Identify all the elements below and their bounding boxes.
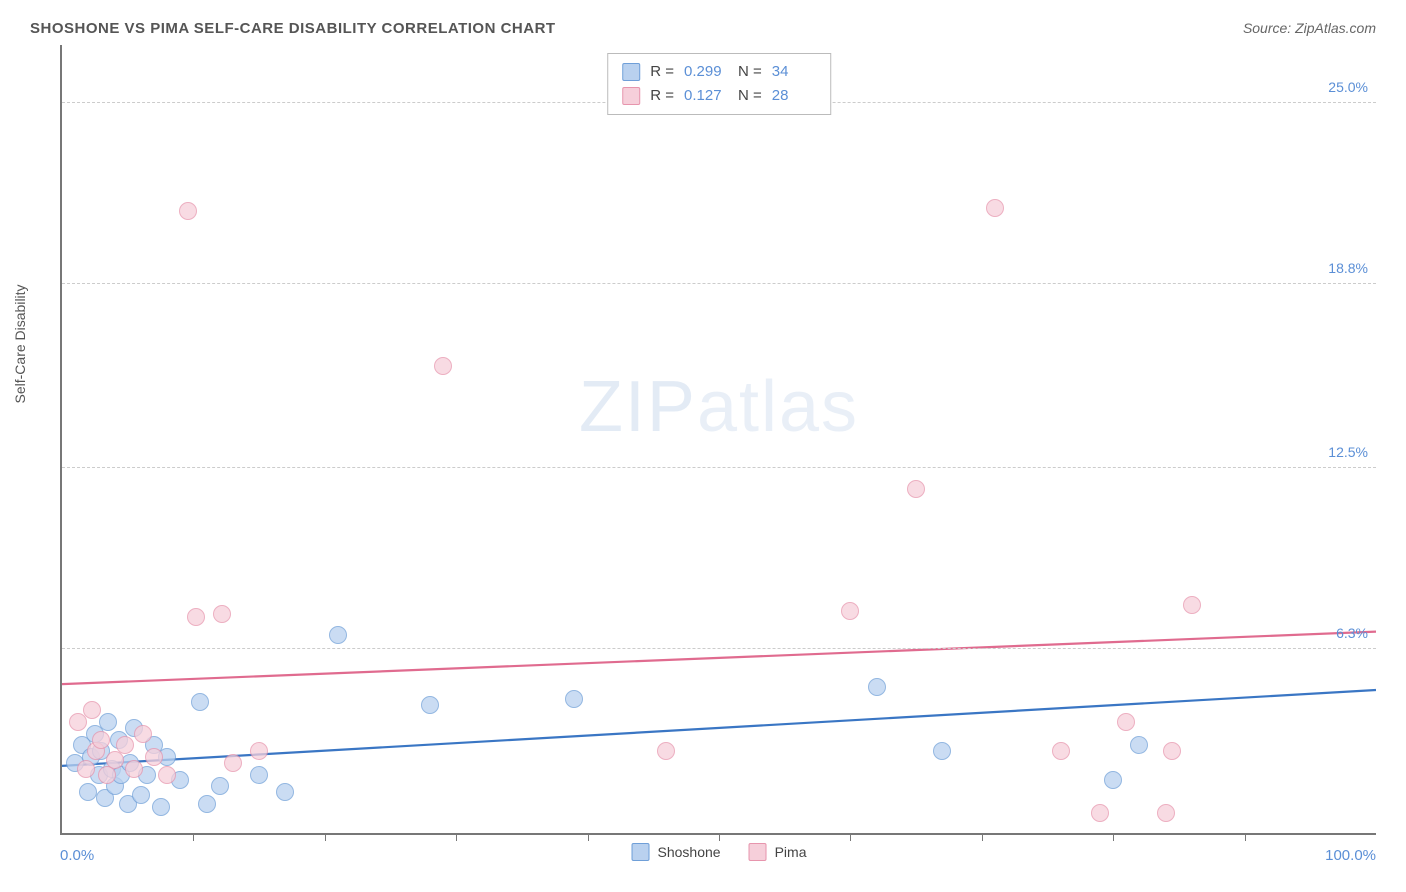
x-tick	[1113, 833, 1114, 841]
trend-line	[62, 632, 1376, 685]
y-axis-label: Self-Care Disability	[12, 284, 28, 403]
data-point	[198, 795, 216, 813]
data-point	[83, 701, 101, 719]
data-point	[179, 202, 197, 220]
data-point	[116, 736, 134, 754]
data-point	[1091, 804, 1109, 822]
data-point	[158, 766, 176, 784]
x-max-label: 100.0%	[1325, 847, 1376, 864]
data-point	[907, 480, 925, 498]
data-point	[211, 777, 229, 795]
data-point	[132, 786, 150, 804]
trend-lines	[62, 45, 1376, 833]
data-point	[1052, 742, 1070, 760]
y-tick-label: 25.0%	[1328, 79, 1368, 95]
data-point	[841, 602, 859, 620]
data-point	[868, 678, 886, 696]
data-point	[191, 693, 209, 711]
y-tick-label: 6.3%	[1336, 625, 1368, 641]
data-point	[1104, 771, 1122, 789]
data-point	[134, 725, 152, 743]
legend-item: Shoshone	[632, 843, 721, 861]
stat-n-value: 34	[772, 60, 816, 84]
legend-label: Pima	[775, 844, 807, 860]
x-tick	[719, 833, 720, 841]
data-point	[434, 357, 452, 375]
legend-item: Pima	[749, 843, 807, 861]
stat-r-value: 0.127	[684, 84, 728, 108]
data-point	[145, 748, 163, 766]
stat-r-label: R =	[650, 60, 674, 84]
y-tick-label: 12.5%	[1328, 444, 1368, 460]
data-point	[276, 783, 294, 801]
stats-legend: R = 0.299 N = 34 R = 0.127 N = 28	[607, 53, 831, 115]
stat-n-label: N =	[738, 84, 762, 108]
data-point	[933, 742, 951, 760]
legend-label: Shoshone	[658, 844, 721, 860]
data-point	[421, 696, 439, 714]
stats-row: R = 0.127 N = 28	[622, 84, 816, 108]
data-point	[657, 742, 675, 760]
data-point	[1183, 596, 1201, 614]
series-swatch	[749, 843, 767, 861]
data-point	[152, 798, 170, 816]
x-min-label: 0.0%	[60, 847, 94, 864]
x-tick	[325, 833, 326, 841]
x-tick	[456, 833, 457, 841]
data-point	[125, 760, 143, 778]
data-point	[99, 713, 117, 731]
data-point	[1130, 736, 1148, 754]
source-attribution: Source: ZipAtlas.com	[1243, 20, 1376, 36]
stat-n-label: N =	[738, 60, 762, 84]
data-point	[1157, 804, 1175, 822]
series-legend: Shoshone Pima	[632, 843, 807, 861]
gridline	[62, 648, 1376, 649]
data-point	[213, 605, 231, 623]
series-swatch	[622, 63, 640, 81]
data-point	[565, 690, 583, 708]
gridline	[62, 283, 1376, 284]
stat-r-label: R =	[650, 84, 674, 108]
series-swatch	[622, 87, 640, 105]
series-swatch	[632, 843, 650, 861]
data-point	[250, 742, 268, 760]
data-point	[77, 760, 95, 778]
data-point	[250, 766, 268, 784]
data-point	[1163, 742, 1181, 760]
watermark: ZIPatlas	[579, 366, 859, 448]
data-point	[329, 626, 347, 644]
chart-title: SHOSHONE VS PIMA SELF-CARE DISABILITY CO…	[30, 20, 556, 37]
data-point	[224, 754, 242, 772]
x-tick	[588, 833, 589, 841]
x-tick	[193, 833, 194, 841]
data-point	[986, 199, 1004, 217]
chart-container: Self-Care Disability ZIPatlas R =0.299N …	[30, 45, 1376, 864]
x-tick	[982, 833, 983, 841]
data-point	[79, 783, 97, 801]
x-tick	[850, 833, 851, 841]
data-point	[187, 608, 205, 626]
plot-area: ZIPatlas R =0.299N =34R =0.127N =28 Shos…	[60, 45, 1376, 835]
y-tick-label: 18.8%	[1328, 260, 1368, 276]
data-point	[1117, 713, 1135, 731]
data-point	[92, 731, 110, 749]
stat-r-value: 0.299	[684, 60, 728, 84]
gridline	[62, 467, 1376, 468]
x-tick	[1245, 833, 1246, 841]
stats-row: R = 0.299 N = 34	[622, 60, 816, 84]
stat-n-value: 28	[772, 84, 816, 108]
